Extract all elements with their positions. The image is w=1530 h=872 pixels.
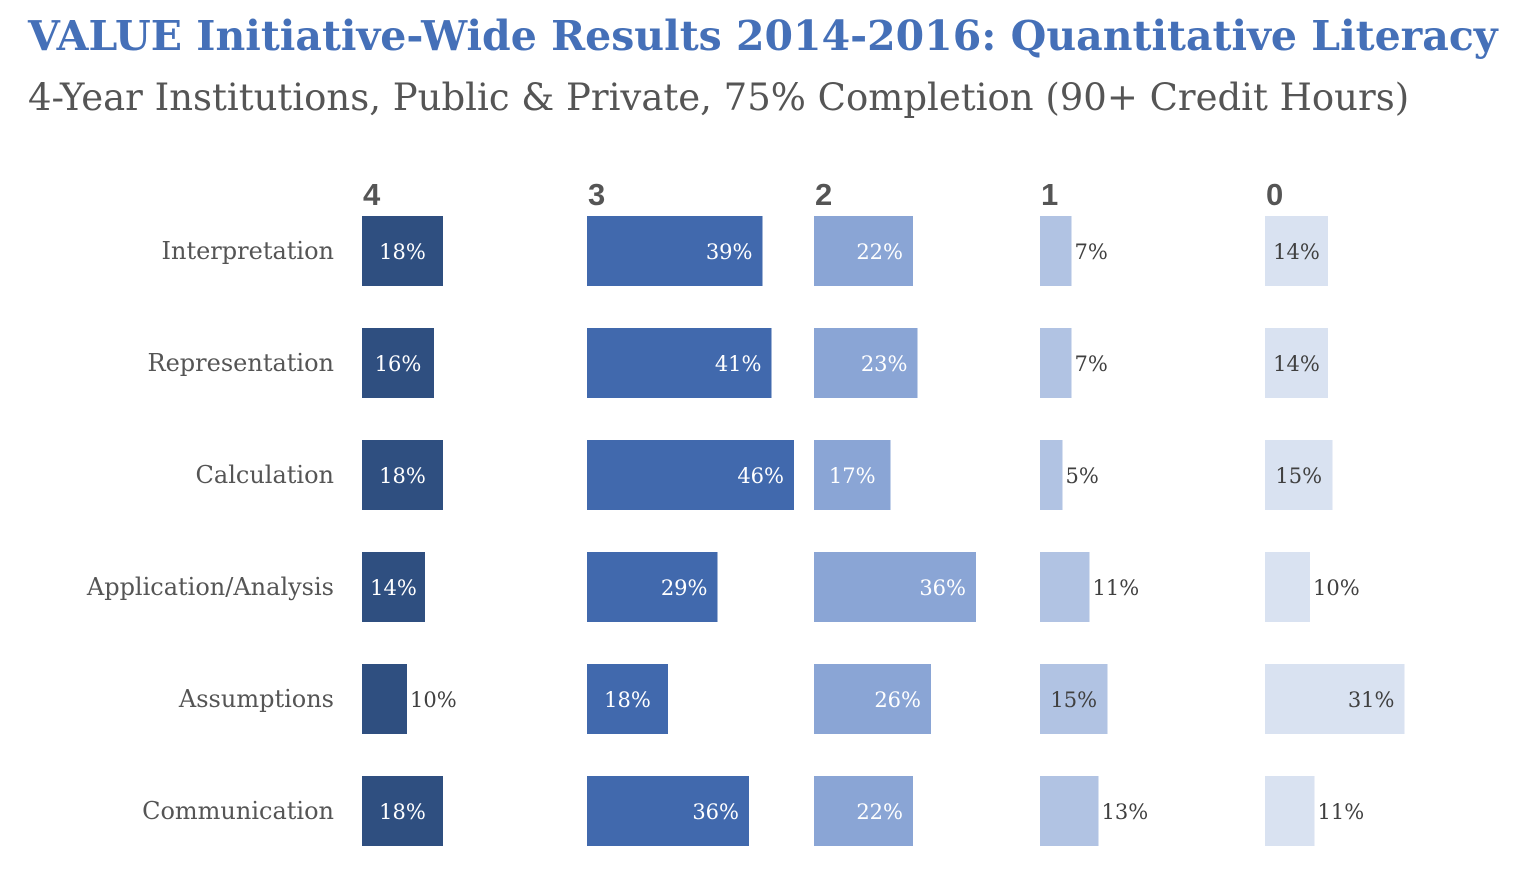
bar-communication-level-4	[362, 776, 443, 846]
value-label-application-analysis-level-2: 36%	[919, 576, 966, 600]
value-label-assumptions-level-1: 15%	[1050, 688, 1097, 712]
bar-application-analysis-level-1	[1040, 552, 1090, 622]
category-label-communication: Communication	[142, 797, 334, 825]
bar-interpretation-level-3	[587, 216, 763, 286]
bar-calculation-level-3	[587, 440, 794, 510]
bar-representation-level-3	[587, 328, 772, 398]
bar-assumptions-level-0	[1265, 664, 1405, 734]
category-label-calculation: Calculation	[196, 461, 334, 489]
bar-assumptions-level-1	[1040, 664, 1108, 734]
value-label-calculation-level-3: 46%	[737, 464, 784, 488]
bar-communication-level-3	[587, 776, 749, 846]
bar-application-analysis-level-2	[814, 552, 976, 622]
level-header-4: 4	[363, 177, 381, 212]
value-label-representation-level-3: 41%	[715, 352, 762, 376]
value-label-application-analysis-level-3: 29%	[661, 576, 708, 600]
value-label-interpretation-level-1: 7%	[1075, 240, 1108, 264]
level-header-2: 2	[815, 177, 832, 212]
value-label-representation-level-4: 16%	[375, 352, 422, 376]
value-label-assumptions-level-2: 26%	[874, 688, 921, 712]
bar-calculation-level-1	[1040, 440, 1063, 510]
bar-assumptions-level-2	[814, 664, 931, 734]
value-label-communication-level-2: 22%	[856, 800, 903, 824]
bar-interpretation-level-4	[362, 216, 443, 286]
bar-communication-level-0	[1265, 776, 1315, 846]
bar-application-analysis-level-3	[587, 552, 718, 622]
bar-assumptions-level-4	[362, 664, 407, 734]
level-header-3: 3	[588, 177, 605, 212]
value-label-assumptions-level-0: 31%	[1348, 688, 1395, 712]
value-label-interpretation-level-4: 18%	[379, 240, 426, 264]
level-header-0: 0	[1266, 177, 1283, 212]
value-label-application-analysis-level-4: 14%	[370, 576, 417, 600]
value-label-assumptions-level-4: 10%	[410, 688, 457, 712]
category-label-interpretation: Interpretation	[162, 237, 334, 265]
bar-assumptions-level-3	[587, 664, 668, 734]
value-label-representation-level-0: 14%	[1273, 352, 1320, 376]
bar-interpretation-level-2	[814, 216, 913, 286]
value-label-communication-level-4: 18%	[379, 800, 426, 824]
category-label-representation: Representation	[148, 349, 334, 377]
bar-application-analysis-level-0	[1265, 552, 1310, 622]
bar-communication-level-2	[814, 776, 913, 846]
bar-calculation-level-0	[1265, 440, 1333, 510]
value-label-calculation-level-1: 5%	[1066, 464, 1099, 488]
category-label-assumptions: Assumptions	[178, 685, 334, 713]
value-label-calculation-level-2: 17%	[829, 464, 876, 488]
value-label-communication-level-1: 13%	[1102, 800, 1149, 824]
value-label-assumptions-level-3: 18%	[604, 688, 651, 712]
level-header-1: 1	[1041, 177, 1058, 212]
category-label-application-analysis: Application/Analysis	[86, 573, 334, 601]
bar-representation-level-1	[1040, 328, 1072, 398]
chart-subtitle: 4-Year Institutions, Public & Private, 7…	[28, 76, 1410, 119]
bar-calculation-level-4	[362, 440, 443, 510]
chart-title: VALUE Initiative-Wide Results 2014-2016:…	[28, 12, 1498, 60]
value-label-communication-level-0: 11%	[1318, 800, 1365, 824]
bar-representation-level-0	[1265, 328, 1328, 398]
bar-interpretation-level-1	[1040, 216, 1072, 286]
bar-application-analysis-level-4	[362, 552, 425, 622]
value-label-representation-level-1: 7%	[1075, 352, 1108, 376]
value-label-representation-level-2: 23%	[861, 352, 908, 376]
bar-communication-level-1	[1040, 776, 1099, 846]
value-label-communication-level-3: 36%	[692, 800, 739, 824]
value-label-calculation-level-4: 18%	[379, 464, 426, 488]
value-label-application-analysis-level-1: 11%	[1093, 576, 1140, 600]
bar-representation-level-2	[814, 328, 918, 398]
bar-interpretation-level-0	[1265, 216, 1328, 286]
bar-calculation-level-2	[814, 440, 891, 510]
value-label-interpretation-level-3: 39%	[706, 240, 753, 264]
value-label-interpretation-level-2: 22%	[856, 240, 903, 264]
value-label-calculation-level-0: 15%	[1275, 464, 1322, 488]
value-label-interpretation-level-0: 14%	[1273, 240, 1320, 264]
value-label-application-analysis-level-0: 10%	[1313, 576, 1360, 600]
bar-representation-level-4	[362, 328, 434, 398]
